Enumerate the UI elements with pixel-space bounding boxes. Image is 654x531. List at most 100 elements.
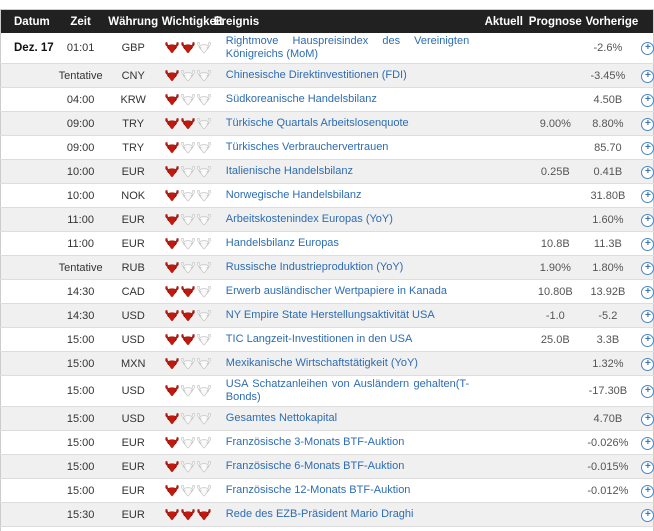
expand-event-icon[interactable]: +: [641, 285, 654, 299]
expand-event-icon[interactable]: +: [641, 333, 654, 347]
date-cell: [0, 502, 56, 527]
time-cell: 15:00: [55, 327, 106, 352]
event-link[interactable]: Rightmove Hauspreisindex des Vereinigten…: [225, 35, 470, 60]
date-cell: [0, 454, 56, 479]
previous-cell: -2.6%: [582, 33, 642, 64]
actual-cell: [479, 183, 529, 208]
date-cell: Dez. 17: [0, 33, 56, 64]
expand-event-icon[interactable]: +: [641, 412, 654, 426]
event-link[interactable]: Französische 3-Monats BTF-Auktion: [225, 436, 405, 448]
expand-event-icon[interactable]: +: [641, 460, 654, 474]
previous-cell: 3.3B: [582, 327, 642, 352]
time-cell: 14:30: [55, 303, 106, 328]
forecast-cell: 9.00%: [528, 111, 583, 136]
expand-event-icon[interactable]: +: [641, 261, 654, 275]
event-cell: Handelsbilanz Europas: [211, 231, 480, 256]
forecast-cell: [528, 207, 583, 232]
expand-cell: +: [641, 87, 654, 112]
bull-icon-empty: [197, 310, 211, 322]
bull-icon-empty: [197, 238, 211, 250]
time-cell: 15:00: [55, 478, 106, 503]
forecast-cell: [528, 526, 583, 531]
event-link[interactable]: Chinesische Direktinvestitionen (FDI): [225, 69, 407, 81]
time-cell: 15:00: [55, 351, 106, 376]
currency-cell: EUR: [105, 454, 161, 479]
event-link[interactable]: Arbeitskostenindex Europas (YoY): [225, 213, 393, 225]
forecast-cell: 10.80B: [528, 279, 583, 304]
bull-icon-empty: [197, 461, 211, 473]
expand-event-icon[interactable]: +: [641, 385, 654, 398]
expand-event-icon[interactable]: +: [641, 357, 654, 371]
event-cell: Rede des EZB-Präsident Mario Draghi: [211, 502, 480, 527]
calendar-row: 10:00 NOK Norwegische Handelsbilanz 31.8…: [0, 183, 654, 208]
event-link[interactable]: Handelsbilanz Europas: [225, 237, 339, 249]
expand-event-icon[interactable]: +: [641, 484, 654, 498]
event-link[interactable]: Türkische Quartals Arbeitslosenquote: [225, 117, 409, 129]
event-link[interactable]: Türkisches Verbrauchervertrauen: [225, 141, 389, 153]
time-cell: 04:00: [55, 87, 106, 112]
forecast-cell: -1.0: [528, 303, 583, 328]
time-cell: 15:00: [55, 375, 106, 407]
bull-icon-filled: [165, 413, 179, 425]
event-link[interactable]: Südkoreanische Handelsbilanz: [225, 93, 377, 105]
previous-cell: 11.3B: [582, 231, 642, 256]
bull-icon-empty: [181, 190, 195, 202]
expand-event-icon[interactable]: +: [641, 165, 654, 179]
event-link[interactable]: Mexikanische Wirtschaftstätigkeit (YoY): [225, 357, 418, 369]
time-cell: 11:00: [55, 231, 106, 256]
calendar-row: 14:30 CAD Erwerb ausländischer Wertpapie…: [0, 279, 654, 304]
expand-event-icon[interactable]: +: [641, 436, 654, 450]
event-link[interactable]: TIC Langzeit-Investitionen in den USA: [225, 333, 413, 345]
date-cell: [0, 207, 56, 232]
expand-cell: +: [641, 183, 654, 208]
expand-cell: +: [641, 375, 654, 407]
event-link[interactable]: Russische Industrieproduktion (YoY): [225, 261, 404, 273]
actual-cell: [479, 33, 529, 64]
calendar-row: 11:00 EUR Handelsbilanz Europas 10.8B 11…: [0, 231, 654, 256]
currency-cell: TRY: [105, 111, 161, 136]
importance-rating: [160, 454, 212, 479]
expand-event-icon[interactable]: +: [641, 69, 654, 83]
calendar-row: 15:00 EUR Französische 6-Monats BTF-Aukt…: [0, 454, 654, 479]
expand-event-icon[interactable]: +: [641, 508, 654, 522]
event-link[interactable]: Rede des EZB-Präsident Mario Draghi: [225, 508, 414, 520]
forecast-cell: [528, 502, 583, 527]
event-link[interactable]: NY Empire State Herstellungsaktivität US…: [225, 309, 435, 321]
importance-rating: [160, 430, 212, 455]
event-cell: Türkische Quartals Arbeitslosenquote: [211, 111, 480, 136]
bull-icon-empty: [197, 118, 211, 130]
event-link[interactable]: USA Schatzanleihen von Ausländern gehalt…: [225, 378, 470, 403]
expand-event-icon[interactable]: +: [641, 141, 654, 155]
expand-event-icon[interactable]: +: [641, 42, 654, 55]
event-link[interactable]: Norwegische Handelsbilanz: [225, 189, 362, 201]
event-link[interactable]: Französische 12-Monats BTF-Auktion: [225, 484, 411, 496]
bull-icon-filled: [165, 358, 179, 370]
event-link[interactable]: Gesamtes Nettokapital: [225, 412, 338, 424]
calendar-row: Dez. 17 01:01 GBP Rightmove Hauspreisind…: [0, 33, 654, 64]
date-cell: [0, 63, 56, 88]
expand-event-icon[interactable]: +: [641, 237, 654, 251]
bull-icon-empty: [197, 485, 211, 497]
bull-icon-empty: [181, 214, 195, 226]
expand-event-icon[interactable]: +: [641, 309, 654, 323]
calendar-row: 09:00 TRY Türkische Quartals Arbeitslose…: [0, 111, 654, 136]
column-header-prognose: Prognose: [528, 9, 583, 33]
event-cell: Erwerb ausländischer Wertpapiere in Kana…: [211, 279, 480, 304]
expand-event-icon[interactable]: +: [641, 117, 654, 131]
event-link[interactable]: Italienische Handelsbilanz: [225, 165, 353, 177]
bull-icon-filled: [181, 334, 195, 346]
expand-cell: +: [641, 454, 654, 479]
expand-event-icon[interactable]: +: [641, 189, 654, 203]
expand-cell: +: [641, 255, 654, 280]
time-cell: 17:30: [55, 526, 106, 531]
importance-rating: [160, 135, 212, 160]
event-link[interactable]: Französische 6-Monats BTF-Auktion: [225, 460, 405, 472]
calendar-row: 04:00 KRW Südkoreanische Handelsbilanz 4…: [0, 87, 654, 112]
expand-event-icon[interactable]: +: [641, 213, 654, 227]
expand-event-icon[interactable]: +: [641, 93, 654, 107]
event-link[interactable]: Erwerb ausländischer Wertpapiere in Kana…: [225, 285, 447, 297]
actual-cell: [479, 279, 529, 304]
column-header-aktuell: Aktuell: [479, 9, 529, 33]
previous-cell: 8.80%: [582, 111, 642, 136]
